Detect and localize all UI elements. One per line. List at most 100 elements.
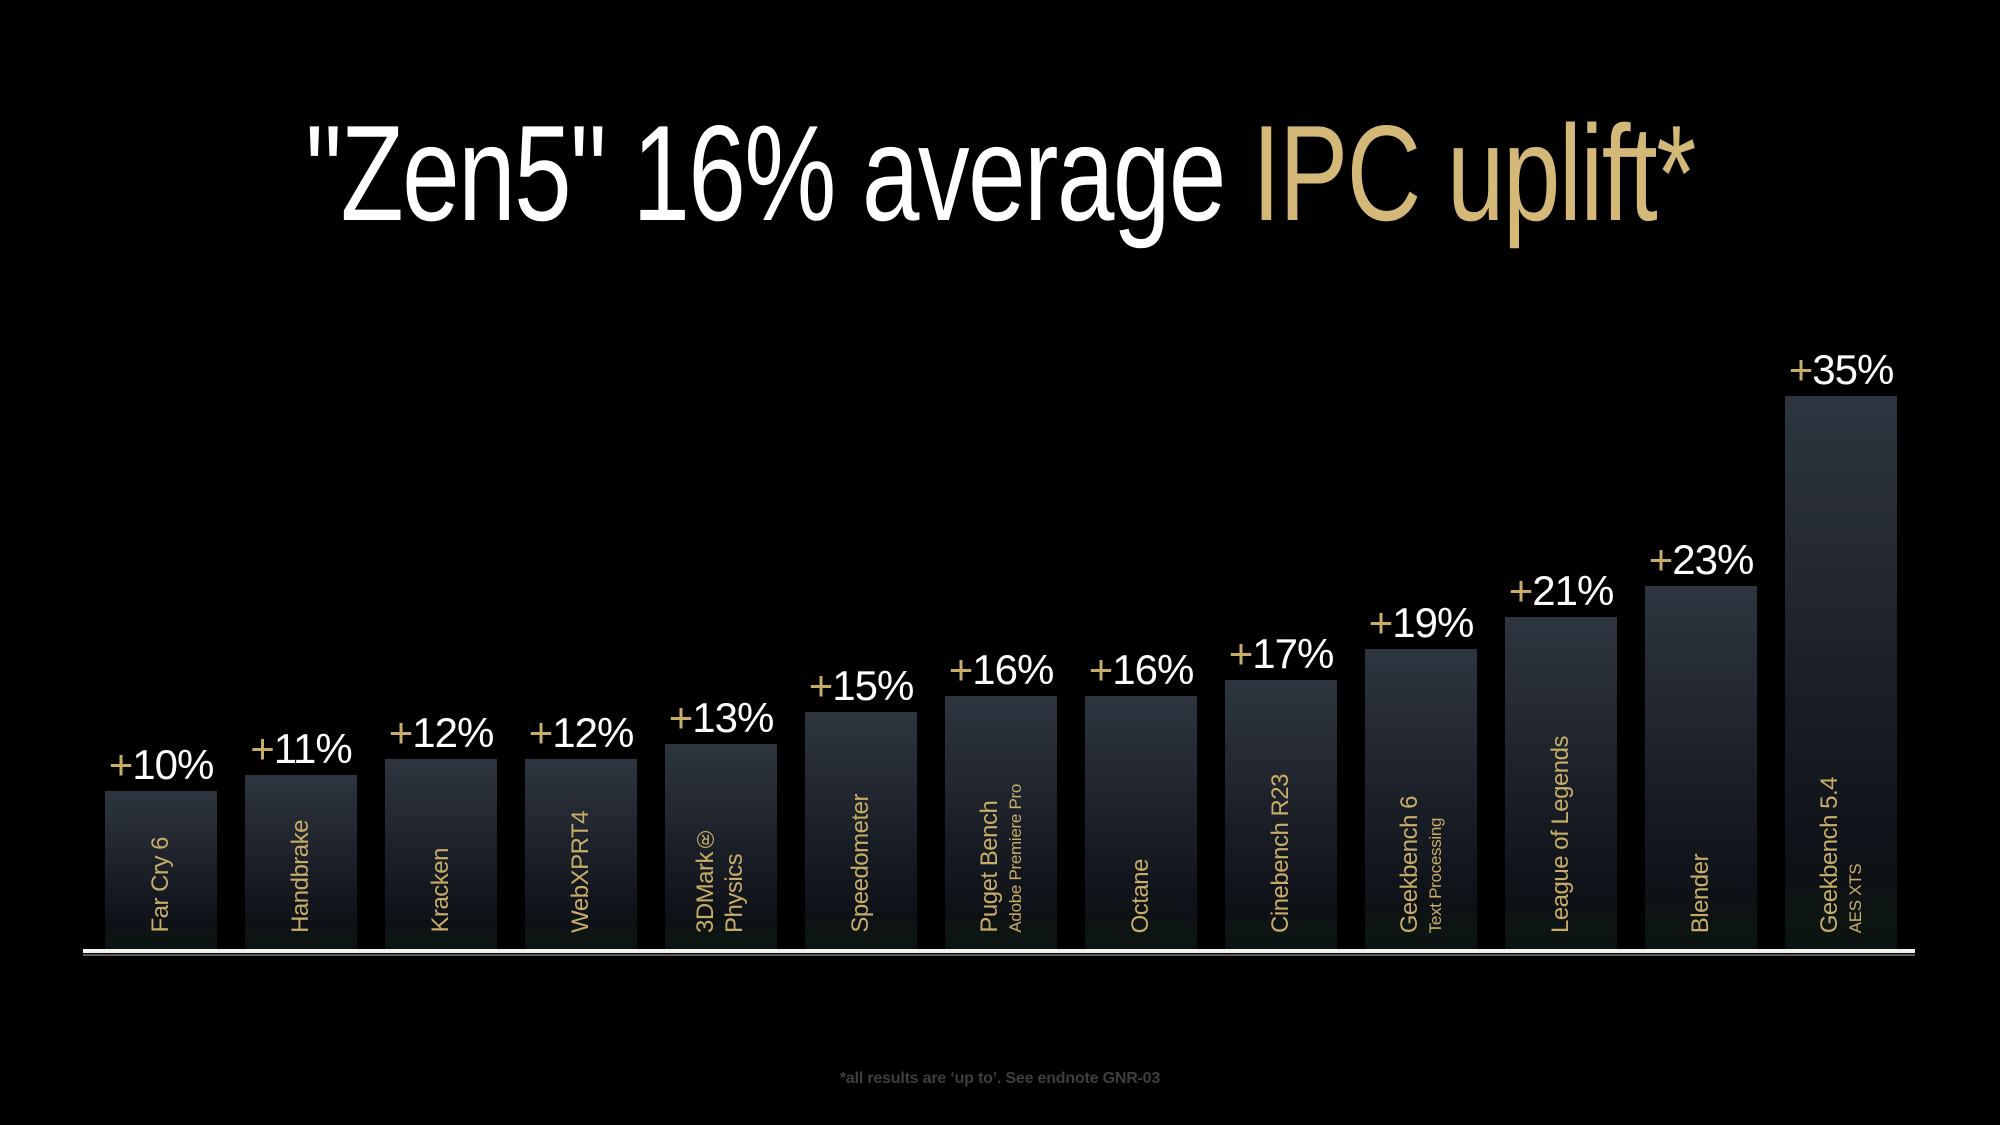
bar-category-label: 3DMark® Physics <box>692 744 750 933</box>
bar-category-label: WebXPRT4 <box>567 811 596 933</box>
bar-label-main: Kracken <box>426 848 454 933</box>
bar: 3DMark® Physics <box>665 744 777 949</box>
bar-column: +16% Puget Bench Adobe Premiere Pro <box>945 649 1057 949</box>
footnote: *all results are ‘up to’. See endnote GN… <box>839 1070 1161 1087</box>
bar: Handbrake <box>245 775 357 949</box>
bar-label-main: Blender <box>1686 853 1714 933</box>
bar-column: +10% Far Cry 6 <box>105 744 217 949</box>
bar-label-main: Geekbench 5.4 <box>1815 776 1843 933</box>
bar-column: +12% Kracken <box>385 712 497 949</box>
bar-column: +17% Cinebench R23 <box>1225 633 1337 949</box>
value-number: 12% <box>552 709 634 756</box>
bar: Geekbench 6 Text Processing <box>1365 649 1477 949</box>
bar-value-label: +12% <box>388 709 495 756</box>
bar-category-label: Puget Bench Adobe Premiere Pro <box>976 784 1027 933</box>
bar-label-sub: Adobe Premiere Pro <box>1005 784 1025 933</box>
bar-category-label: Speedometer <box>847 794 876 933</box>
bar-label-main: Speedometer <box>846 794 874 933</box>
value-plus-sign: + <box>948 646 974 693</box>
bar-category-label: League of Legends <box>1547 736 1576 933</box>
bar-category-label: Geekbench 5.4 AES XTS <box>1816 777 1867 933</box>
value-plus-sign: + <box>250 725 275 772</box>
value-number: 11% <box>273 725 353 772</box>
bar-column: +19% Geekbench 6 Text Processing <box>1365 602 1477 949</box>
title-gold-part: IPC uplift* <box>1251 97 1696 249</box>
bar: League of Legends <box>1505 617 1617 949</box>
bar: Kracken <box>385 759 497 949</box>
value-plus-sign: + <box>668 694 694 741</box>
value-plus-sign: + <box>108 741 134 788</box>
bar-value-label: +35% <box>1788 346 1895 393</box>
bar-category-label: Far Cry 6 <box>147 837 176 933</box>
bar-label-main: League of Legends <box>1546 735 1574 933</box>
value-number: 10% <box>132 741 214 788</box>
bar: Speedometer <box>805 712 917 949</box>
value-number: 16% <box>972 646 1054 693</box>
bar-column: +35% Geekbench 5.4 AES XTS <box>1785 349 1897 949</box>
bar-category-label: Octane <box>1127 859 1156 933</box>
bar-category-label: Handbrake <box>287 820 316 933</box>
bar: WebXPRT4 <box>525 759 637 949</box>
value-plus-sign: + <box>1368 599 1394 646</box>
bar-label-main: Far Cry 6 <box>146 837 174 933</box>
bar-label-sub: AES XTS <box>1845 863 1865 933</box>
value-plus-sign: + <box>1648 536 1674 583</box>
value-plus-sign: + <box>808 662 834 709</box>
bar-category-label: Blender <box>1687 854 1716 933</box>
bar-value-label: +17% <box>1228 630 1335 677</box>
value-plus-sign: + <box>1088 646 1114 693</box>
chart-baseline <box>83 949 1915 953</box>
value-plus-sign: + <box>388 709 414 756</box>
bar-label-main: 3DMark® Physics <box>692 825 748 933</box>
value-plus-sign: + <box>1788 346 1814 393</box>
bars-row: +10% Far Cry 6 +11% Handbrake +12% Krack… <box>105 349 1897 949</box>
bar-category-label: Geekbench 6 Text Processing <box>1396 796 1447 933</box>
bar-column: +13% 3DMark® Physics <box>665 697 777 949</box>
bar-label-main: Octane <box>1126 858 1154 933</box>
value-number: 19% <box>1392 599 1474 646</box>
bar: Blender <box>1645 586 1757 949</box>
bar: Octane <box>1085 696 1197 949</box>
bar-column: +16% Octane <box>1085 649 1197 949</box>
bar: Puget Bench Adobe Premiere Pro <box>945 696 1057 949</box>
bar-label-sub: Text Processing <box>1425 817 1445 934</box>
bar: Geekbench 5.4 AES XTS <box>1785 396 1897 949</box>
title-white-part: "Zen5" 16% average <box>305 97 1252 249</box>
bar: Cinebench R23 <box>1225 680 1337 949</box>
value-plus-sign: + <box>1508 567 1534 614</box>
value-number: 23% <box>1672 536 1754 583</box>
bar-category-label: Kracken <box>427 848 456 933</box>
bar-value-label: +15% <box>808 662 915 709</box>
bar-column: +21% League of Legends <box>1505 570 1617 949</box>
bar-category-label: Cinebench R23 <box>1267 774 1296 933</box>
value-number: 12% <box>412 709 494 756</box>
bar-value-label: +19% <box>1368 599 1475 646</box>
bar-value-label: +16% <box>948 646 1055 693</box>
bar-value-label: +21% <box>1508 567 1615 614</box>
bar-label-main: WebXPRT4 <box>566 811 594 933</box>
bar-value-label: +23% <box>1648 536 1755 583</box>
value-number: 13% <box>692 694 774 741</box>
bar-column: +11% Handbrake <box>245 728 357 949</box>
bar-value-label: +11% <box>250 725 353 772</box>
bar-value-label: +13% <box>668 694 775 741</box>
value-number: 16% <box>1112 646 1194 693</box>
value-number: 21% <box>1532 567 1614 614</box>
value-number: 17% <box>1252 630 1334 677</box>
bar-label-main: Geekbench 6 <box>1395 795 1423 933</box>
bar-value-label: +12% <box>528 709 635 756</box>
bar-label-main: Cinebench R23 <box>1266 774 1294 933</box>
value-plus-sign: + <box>528 709 554 756</box>
value-number: 15% <box>832 662 914 709</box>
bar: Far Cry 6 <box>105 791 217 949</box>
value-plus-sign: + <box>1228 630 1254 677</box>
bar-label-main: Handbrake <box>286 820 314 933</box>
bar-value-label: +16% <box>1088 646 1195 693</box>
bar-label-main: Puget Bench <box>975 801 1003 933</box>
bar-column: +15% Speedometer <box>805 665 917 949</box>
bar-column: +23% Blender <box>1645 539 1757 949</box>
page-title-text: "Zen5" 16% average IPC uplift* <box>305 92 1696 255</box>
bar-column: +12% WebXPRT4 <box>525 712 637 949</box>
chart-baseline-shadow <box>83 954 1915 956</box>
